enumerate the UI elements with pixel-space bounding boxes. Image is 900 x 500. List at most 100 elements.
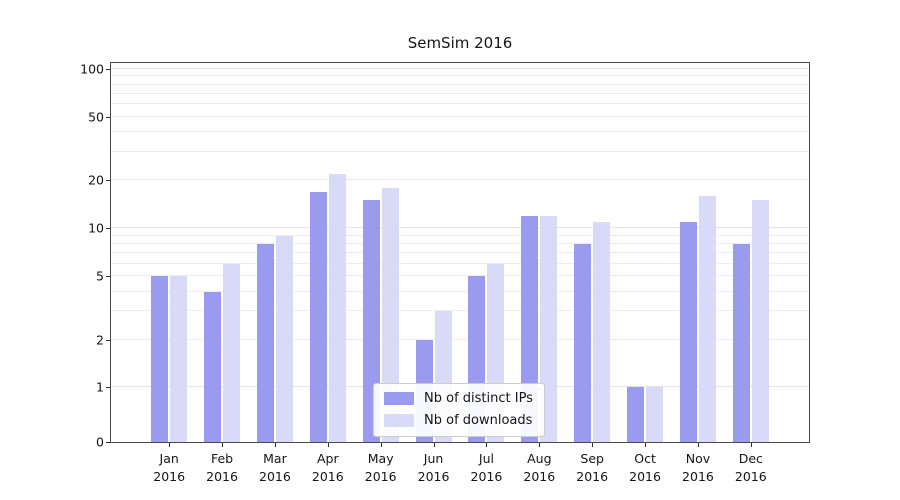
- gridline-major: [111, 227, 809, 229]
- legend-swatch-icon: [384, 414, 414, 427]
- x-tick-mark: [169, 443, 171, 447]
- y-tick-mark: [106, 339, 110, 341]
- bar-distinct-ips: [256, 243, 274, 442]
- y-tick-label: 2: [96, 332, 104, 347]
- gridline-minor: [111, 338, 809, 340]
- x-tick-month: May: [367, 451, 394, 466]
- gridline-minor: [111, 275, 809, 277]
- x-tick-label: Jun 2016: [418, 450, 450, 485]
- x-tick-label: Aug 2016: [523, 450, 555, 485]
- legend-label: Nb of downloads: [424, 413, 533, 428]
- x-tick-mark: [539, 443, 541, 447]
- gridline-minor: [111, 83, 809, 85]
- y-tick-label: 0: [96, 434, 104, 450]
- x-tick-label: Jan 2016: [153, 450, 185, 485]
- gridline-minor: [111, 75, 809, 77]
- bar-downloads: [223, 263, 241, 442]
- gridline-minor: [111, 234, 809, 236]
- x-tick-year: 2016: [364, 468, 397, 484]
- y-tick-label: 1: [96, 379, 104, 395]
- x-tick-label: Dec 2016: [735, 450, 767, 485]
- x-tick-label: Feb 2016: [206, 450, 238, 485]
- legend-item: Nb of distinct IPs: [384, 391, 533, 406]
- x-tick-year: 2016: [153, 468, 186, 484]
- y-tick-label: 5: [96, 268, 104, 284]
- legend: Nb of distinct IPs Nb of downloads: [373, 383, 545, 437]
- bar-downloads: [170, 276, 188, 442]
- x-tick-label: May 2016: [365, 450, 397, 485]
- x-tick-month: Apr: [316, 451, 339, 466]
- x-tick-label: Oct 2016: [629, 450, 661, 485]
- y-tick-mark: [106, 387, 110, 389]
- bar-distinct-ips: [151, 276, 169, 442]
- x-tick-month: Aug: [527, 451, 552, 466]
- x-tick-year: 2016: [470, 468, 503, 484]
- bar-distinct-ips: [309, 191, 327, 442]
- bar-downloads: [646, 387, 664, 442]
- bar-downloads: [751, 200, 769, 442]
- x-tick-month: Feb: [210, 451, 234, 466]
- x-tick-year: 2016: [523, 468, 556, 484]
- gridline-minor: [111, 262, 809, 264]
- x-tick-month: Mar: [263, 451, 287, 466]
- x-tick-mark: [222, 443, 224, 447]
- x-tick-year: 2016: [259, 468, 291, 484]
- bar-downloads: [381, 187, 399, 442]
- bar-downloads: [328, 173, 346, 442]
- x-tick-label: Apr 2016: [312, 450, 344, 485]
- gridline-minor: [111, 92, 809, 94]
- y-tick-label: 10: [88, 220, 104, 236]
- legend-label: Nb of distinct IPs: [424, 391, 533, 406]
- y-tick-label: 50: [88, 109, 104, 125]
- x-tick-year: 2016: [206, 468, 238, 484]
- x-tick-mark: [750, 443, 752, 447]
- x-tick-mark: [327, 443, 329, 447]
- x-tick-year: 2016: [734, 468, 767, 484]
- gridline-minor: [111, 131, 809, 133]
- x-tick-month: Jun: [423, 451, 444, 466]
- y-tick-mark: [106, 442, 110, 443]
- gridline-minor: [111, 115, 809, 117]
- x-tick-mark: [645, 443, 647, 447]
- x-tick-label: Sep 2016: [576, 450, 608, 485]
- x-tick-mark: [433, 443, 435, 447]
- x-tick-month: Sep: [580, 451, 604, 466]
- plot-area: Nb of distinct IPs Nb of downloads: [110, 62, 810, 443]
- x-tick-month: Jan: [159, 451, 179, 466]
- x-tick-mark: [697, 443, 699, 447]
- x-tick-month: Jul: [478, 451, 494, 466]
- x-tick-month: Dec: [738, 451, 763, 466]
- y-tick-label: 20: [88, 172, 104, 188]
- bar-downloads: [593, 221, 611, 442]
- y-tick-mark: [106, 180, 110, 182]
- x-tick-year: 2016: [629, 468, 661, 484]
- legend-swatch-icon: [384, 392, 414, 405]
- x-tick-mark: [274, 443, 276, 447]
- x-tick-mark: [380, 443, 382, 447]
- legend-item: Nb of downloads: [384, 413, 533, 428]
- bar-distinct-ips: [204, 291, 222, 442]
- x-tick-month: Oct: [634, 451, 656, 466]
- gridline-minor: [111, 251, 809, 253]
- x-tick-label: Jul 2016: [471, 450, 503, 485]
- x-tick-year: 2016: [576, 468, 609, 484]
- y-tick-label: 100: [80, 61, 104, 77]
- y-tick-mark: [106, 69, 110, 71]
- bar-distinct-ips: [574, 243, 592, 442]
- bar-distinct-ips: [627, 387, 645, 442]
- x-tick-label: Mar 2016: [259, 450, 291, 485]
- y-tick-mark: [106, 228, 110, 230]
- gridline-minor: [111, 151, 809, 153]
- x-tick-year: 2016: [417, 468, 450, 484]
- x-tick-month: Nov: [685, 451, 711, 466]
- gridline-major: [111, 68, 809, 70]
- gridline-minor: [111, 310, 809, 312]
- x-tick-mark: [592, 443, 594, 447]
- y-tick-mark: [106, 116, 110, 118]
- gridline-minor: [111, 242, 809, 244]
- gridline-minor: [111, 290, 809, 292]
- chart-title: SemSim 2016: [407, 34, 513, 52]
- bar-distinct-ips: [362, 200, 380, 442]
- x-tick-mark: [486, 443, 488, 447]
